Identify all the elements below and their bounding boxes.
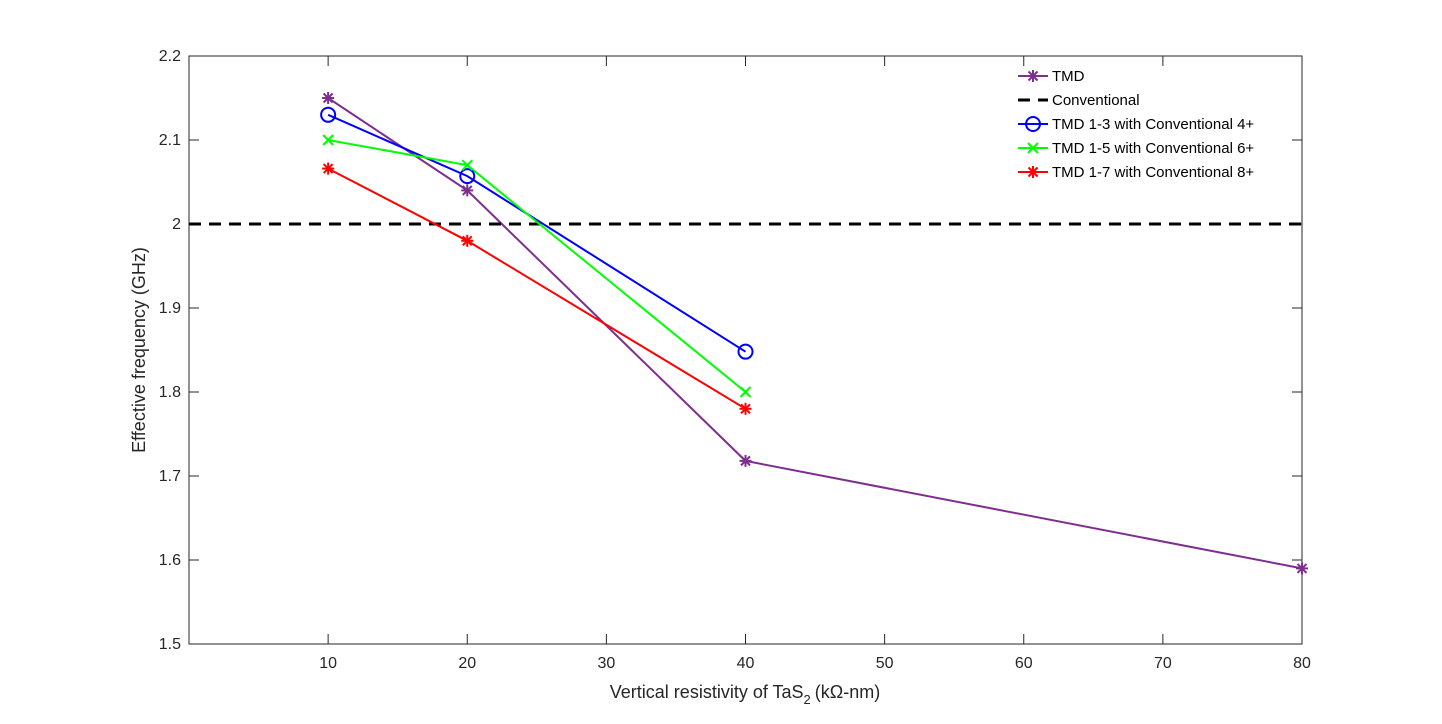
series-0-point: [322, 92, 335, 104]
x-tick-label: 10: [319, 655, 337, 672]
legend-marker-0: [1027, 70, 1039, 82]
x-tick-label: 30: [597, 655, 615, 672]
x-tick-label: 50: [876, 655, 894, 672]
x-tick-label: 40: [737, 655, 755, 672]
legend-label-3: TMD 1-5 with Conventional 6+: [1052, 140, 1254, 157]
series-2-point: [320, 106, 337, 123]
y-tick-label: 1.6: [159, 552, 181, 569]
series-0-point: [461, 184, 474, 197]
y-tick-label: 2.1: [159, 132, 181, 149]
legend-marker-4: [1027, 166, 1039, 178]
x-tick-label: 60: [1015, 655, 1033, 672]
series-0-point: [1296, 562, 1308, 575]
series-markers: [320, 92, 1308, 575]
x-axis-label-subscript: 2: [804, 692, 811, 707]
y-tick-label: 1.9: [159, 300, 181, 317]
y-tick-label: 1.5: [159, 636, 181, 653]
series-line-2: [327, 113, 747, 353]
axis-ticks: 10 20 30 40 50 60 70 80 1.5 1.6 1.7 1.8 1.9 2 2.1 2.2: [159, 48, 1311, 672]
series-2-point: [459, 168, 476, 185]
legend-label-2: TMD 1-3 with Conventional 4+: [1052, 116, 1254, 133]
y-tick-label: 2: [172, 216, 181, 233]
x-tick-label: 20: [458, 655, 476, 672]
series-4-point: [461, 234, 474, 247]
x-axis-label: Vertical resistivity of TaS2 (kΩ-nm): [610, 682, 880, 707]
y-tick-label: 1.8: [159, 384, 181, 401]
x-axis-label-unit: (kΩ-nm): [815, 682, 880, 702]
series-3-point: [322, 134, 334, 146]
legend: TMD Conventional TMD 1-3 with Conventional…: [1018, 68, 1254, 181]
legend-marker-2: [1025, 116, 1041, 132]
legend-label-0: TMD: [1052, 68, 1085, 85]
legend-label-1: Conventional: [1052, 92, 1140, 109]
series-2-point: [737, 343, 754, 360]
y-tick-label: 1.7: [159, 468, 181, 485]
x-axis-label-main: Vertical resistivity of TaS: [610, 682, 804, 702]
series-3-point: [739, 386, 752, 398]
x-tick-label: 80: [1293, 655, 1311, 672]
y-axis-label: Effective frequency (GHz): [129, 247, 149, 453]
series-0-point: [739, 454, 752, 467]
plot-area: [188, 55, 1303, 645]
x-tick-label: 70: [1154, 655, 1172, 672]
legend-marker-3: [1027, 142, 1039, 154]
legend-label-4: TMD 1-7 with Conventional 8+: [1052, 164, 1254, 181]
series-4-point: [739, 402, 752, 415]
series-4-point: [322, 162, 335, 175]
series-3-point: [461, 159, 473, 171]
y-tick-label: 2.2: [159, 48, 181, 65]
